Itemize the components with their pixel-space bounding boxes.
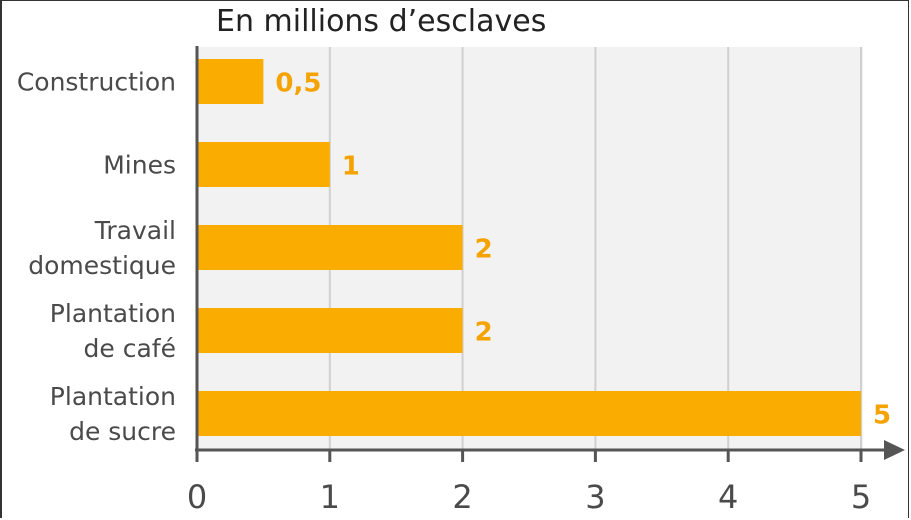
bar (197, 308, 463, 353)
x-tick-label: 4 (718, 478, 738, 516)
x-axis-arrow (884, 440, 905, 460)
bar (197, 59, 264, 104)
bar (197, 142, 330, 187)
data-label: 1 (342, 152, 360, 182)
x-tick-label: 2 (452, 478, 472, 516)
data-label: 0,5 (275, 69, 321, 99)
x-tick-label: 5 (851, 478, 871, 516)
category-label: de sucre (69, 417, 176, 446)
category-label: Plantation (50, 382, 176, 411)
data-label: 2 (475, 235, 493, 265)
category-label: Travail (94, 216, 176, 245)
category-label: domestique (28, 251, 176, 280)
data-label: 5 (873, 401, 891, 431)
category-label: Mines (103, 151, 176, 180)
chart-title: En millions d’esclaves (216, 4, 547, 39)
bar (197, 225, 463, 270)
bar (197, 391, 861, 436)
category-label: de café (84, 334, 176, 363)
category-label: Construction (17, 68, 176, 97)
x-tick-label: 0 (187, 478, 207, 516)
category-label: Plantation (50, 299, 176, 328)
x-tick-label: 3 (585, 478, 605, 516)
x-tick-label: 1 (320, 478, 340, 516)
data-label: 2 (475, 318, 493, 348)
